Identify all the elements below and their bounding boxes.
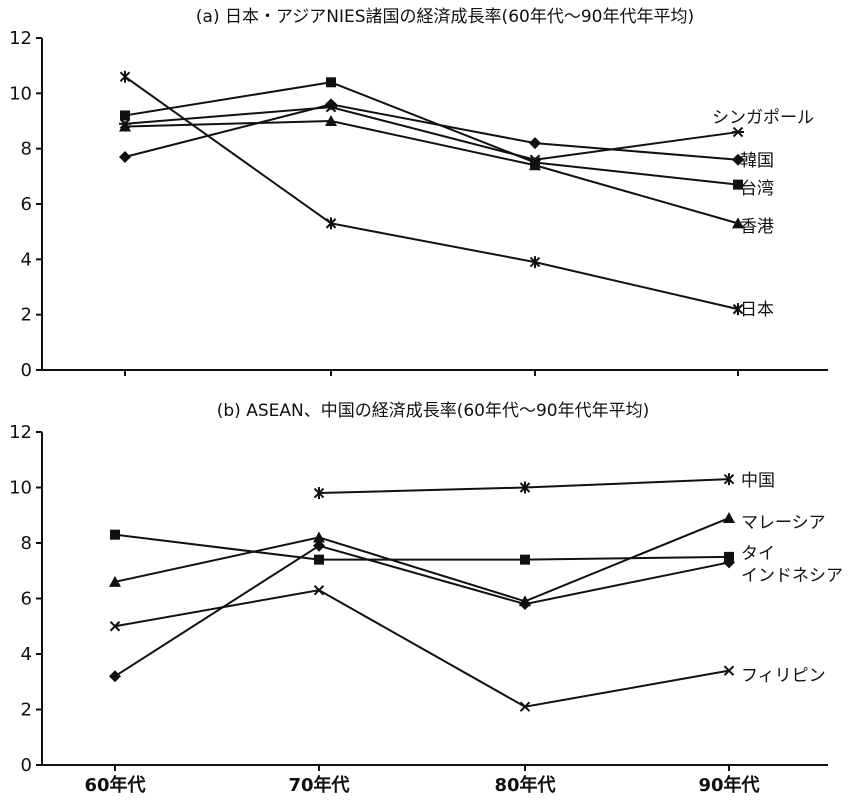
series-line-a-4	[124, 75, 739, 311]
series-line-b-1	[114, 517, 730, 603]
series-line-a-3	[124, 119, 739, 225]
series-line-b-4	[114, 589, 730, 708]
series-line-b-2	[114, 533, 730, 561]
y-tick-label: 10	[9, 83, 32, 104]
data-point	[119, 70, 131, 83]
y-tick-label: 4	[21, 644, 32, 665]
data-point	[109, 670, 121, 683]
y-tick-label: 8	[21, 139, 32, 160]
data-point	[519, 701, 531, 712]
data-point	[314, 554, 324, 565]
data-point	[110, 529, 120, 540]
y-tick-label: 4	[21, 249, 32, 270]
x-tick-label: 70年代	[288, 774, 349, 796]
chart-b-title: (b) ASEAN、中国の経済成長率(60年代～90年代年平均)	[217, 401, 650, 421]
y-tick-label: 6	[21, 194, 32, 215]
data-point	[119, 150, 131, 163]
y-tick-label: 6	[21, 589, 32, 610]
data-point	[326, 77, 336, 88]
y-tick-label: 8	[21, 533, 32, 554]
data-point	[313, 487, 325, 500]
chart-a-title: (a) 日本・アジアNIES諸国の経済成長率(60年代～90年代年平均)	[196, 7, 694, 27]
data-point	[723, 665, 735, 676]
y-tick-label: 12	[9, 422, 32, 443]
data-point	[723, 473, 735, 486]
data-point	[723, 512, 735, 524]
data-point	[520, 554, 530, 565]
series-label: タイ	[741, 544, 775, 564]
series-line-a-0	[124, 106, 739, 161]
data-point	[732, 153, 744, 166]
x-tick-label: 90年代	[698, 774, 759, 796]
data-point	[313, 531, 325, 543]
series-label: 香港	[740, 217, 774, 237]
data-point	[109, 621, 121, 632]
data-point	[732, 303, 744, 316]
y-tick-label: 2	[21, 305, 32, 326]
y-tick-label: 0	[21, 755, 32, 776]
series-label: シンガポール	[712, 108, 814, 128]
series-label: インドネシア	[741, 566, 843, 586]
data-point	[119, 120, 131, 132]
data-point	[325, 115, 337, 126]
data-point	[723, 556, 735, 569]
data-point	[529, 137, 541, 150]
series-label: フィリピン	[741, 666, 826, 686]
y-tick-label: 2	[21, 700, 32, 721]
series-label: 韓国	[740, 151, 774, 171]
data-point	[109, 575, 121, 587]
series-line-a-1	[124, 103, 739, 161]
series-label: 中国	[741, 471, 775, 491]
data-point	[325, 98, 337, 111]
data-point	[732, 126, 744, 138]
chart-1-plot: 0 2 4 6 8 10 12 60年代 70年代 80年代 90年代 中国マレーシアタイインドネシア…	[9, 422, 843, 796]
series-label: 台湾	[740, 179, 774, 199]
data-point	[529, 256, 541, 269]
data-point	[313, 539, 325, 552]
series-label: 日本	[740, 300, 774, 320]
x-tick-label: 60年代	[84, 774, 145, 796]
series-line-b-3	[114, 544, 730, 678]
data-point	[325, 217, 337, 230]
data-point	[120, 110, 130, 121]
data-point	[519, 598, 531, 611]
y-tick-label: 0	[21, 360, 32, 381]
series-label: マレーシア	[741, 513, 826, 533]
data-point	[733, 179, 743, 190]
x-tick-label: 80年代	[494, 774, 555, 796]
data-point	[519, 481, 531, 494]
data-point	[313, 584, 325, 596]
data-point	[529, 159, 541, 171]
series-line-a-2	[124, 81, 739, 186]
data-point	[732, 217, 744, 229]
y-tick-label: 10	[9, 478, 32, 499]
y-tick-label: 12	[9, 28, 32, 49]
